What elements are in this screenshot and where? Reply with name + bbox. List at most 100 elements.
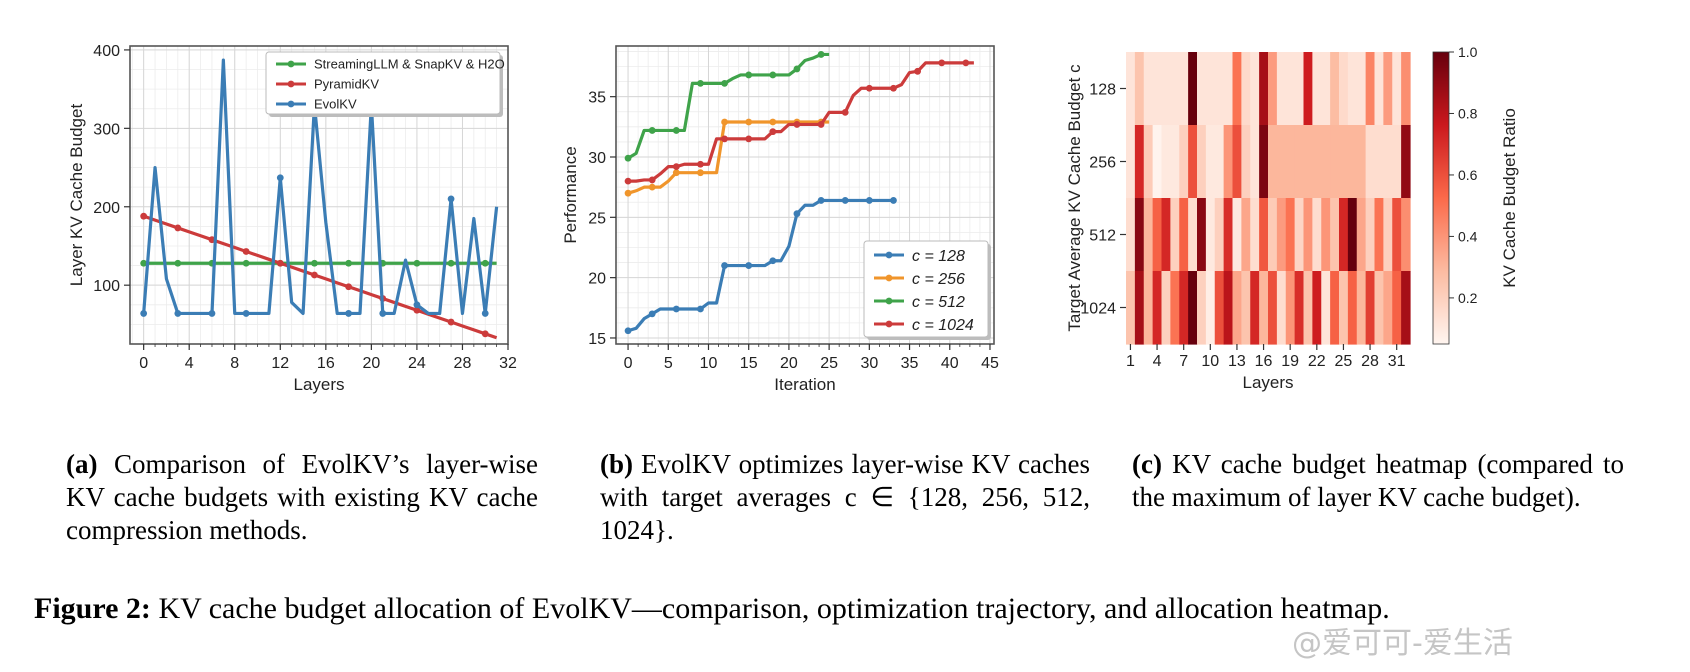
colorbar-tick-label: 0.4 (1458, 228, 1478, 244)
data-point (769, 71, 777, 79)
heatmap-cell (1143, 198, 1154, 272)
data-point (721, 135, 728, 143)
caption-b-text: EvolKV optimizes layer-wise KV caches wi… (600, 449, 1090, 545)
heatmap-cell (1294, 125, 1305, 199)
y-axis-label: Layer KV Cache Budget (67, 104, 86, 287)
colorbar (1432, 51, 1450, 345)
data-point (697, 169, 704, 177)
heatmap-cell (1179, 52, 1189, 126)
data-point (140, 212, 148, 220)
data-point (745, 135, 753, 143)
heatmap-cell (1268, 271, 1278, 345)
heatmap-cell (1250, 198, 1260, 272)
data-point (345, 259, 353, 267)
x-tick-label: 31 (1388, 353, 1406, 370)
watermark: @爱可可-爱生活 (1292, 626, 1513, 661)
data-point (413, 306, 421, 314)
heatmap-cell (1188, 52, 1198, 126)
legend-marker (885, 251, 893, 259)
x-tick-label: 15 (740, 355, 758, 372)
data-point (697, 160, 704, 168)
caption-a: (a) Comparison of EvolKV’s layer-wise KV… (66, 448, 538, 547)
x-tick-label: 4 (1153, 353, 1162, 370)
data-point (769, 128, 777, 136)
y-tick-label: 512 (1089, 228, 1116, 245)
heatmap-cell (1392, 52, 1402, 126)
data-point (345, 283, 353, 291)
data-point (865, 84, 873, 92)
heatmap-cell (1383, 198, 1393, 272)
data-point (648, 310, 656, 318)
heatmap-cell (1197, 125, 1207, 199)
x-axis-label: Layers (1242, 373, 1293, 392)
legend-entry: EvolKV (314, 97, 357, 112)
legend-marker (885, 274, 893, 282)
x-tick-label: 0 (624, 355, 633, 372)
data-point (624, 177, 632, 185)
heatmap-cell (1276, 271, 1287, 345)
heatmap-cell (1330, 271, 1340, 345)
x-tick-label: 20 (780, 355, 798, 372)
y-tick-label: 256 (1089, 155, 1116, 172)
heatmap-cell (1374, 198, 1384, 272)
heatmap-cell (1223, 52, 1234, 126)
heatmap-cell (1374, 271, 1384, 345)
caption-a-text: Comparison of EvolKV’s layer-wise KV cac… (66, 449, 538, 545)
x-tick-label: 32 (499, 355, 517, 372)
heatmap-cell (1356, 271, 1367, 345)
heatmap-cell (1285, 52, 1296, 126)
heatmap-cell (1223, 198, 1234, 272)
colorbar-tick-label: 0.2 (1458, 290, 1478, 306)
heatmap-cell (1179, 125, 1189, 199)
heatmap-cell (1347, 271, 1358, 345)
x-tick-label: 28 (1361, 353, 1379, 370)
legend-entry: PyramidKV (314, 77, 379, 92)
heatmap-cell (1259, 198, 1269, 272)
data-point (769, 257, 777, 265)
heatmap-cell (1259, 125, 1269, 199)
figure-text: KV cache budget allocation of EvolKV—com… (150, 592, 1390, 625)
heatmap-cell (1374, 52, 1384, 126)
heatmap-cell (1321, 125, 1331, 199)
heatmap-cell (1126, 271, 1136, 345)
heatmap-cell (1143, 52, 1154, 126)
colorbar-label: KV Cache Budget Ratio (1500, 108, 1519, 288)
data-point (890, 84, 897, 92)
heatmap-cell (1143, 271, 1154, 345)
heatmap-cell (1303, 271, 1313, 345)
heatmap-cell (1232, 125, 1242, 199)
heatmap-cell (1285, 271, 1296, 345)
heatmap-cell (1161, 271, 1171, 345)
data-point (793, 65, 801, 73)
data-point (174, 310, 182, 317)
x-tick-label: 0 (139, 355, 148, 372)
heatmap-cell (1170, 125, 1180, 199)
heatmap-cell (1126, 125, 1136, 199)
heatmap-cell (1339, 125, 1349, 199)
heatmap-cell (1312, 52, 1322, 126)
heatmap-cell (1321, 52, 1331, 126)
data-point (345, 310, 353, 317)
heatmap-cell (1392, 198, 1402, 272)
data-point (447, 195, 455, 203)
heatmap-cell (1126, 52, 1136, 126)
heatmap-cell (1365, 125, 1376, 199)
heatmap-cell (1383, 125, 1393, 199)
heatmap-cell (1365, 271, 1376, 345)
y-tick-label: 200 (93, 200, 120, 217)
heatmap-cell (1276, 198, 1287, 272)
data-point (379, 310, 387, 317)
data-point (624, 327, 632, 335)
heatmap-cell (1134, 125, 1145, 199)
x-tick-label: 40 (941, 355, 959, 372)
data-point (914, 67, 921, 75)
data-point (276, 174, 284, 182)
heatmap-cell (1223, 125, 1234, 199)
y-tick-label: 35 (588, 90, 606, 107)
heatmap-cell (1401, 125, 1411, 199)
data-point (841, 108, 849, 116)
heatmap-cell (1374, 125, 1384, 199)
heatmap-cell (1330, 125, 1340, 199)
data-point (140, 310, 148, 317)
heatmap-cell (1401, 198, 1411, 272)
